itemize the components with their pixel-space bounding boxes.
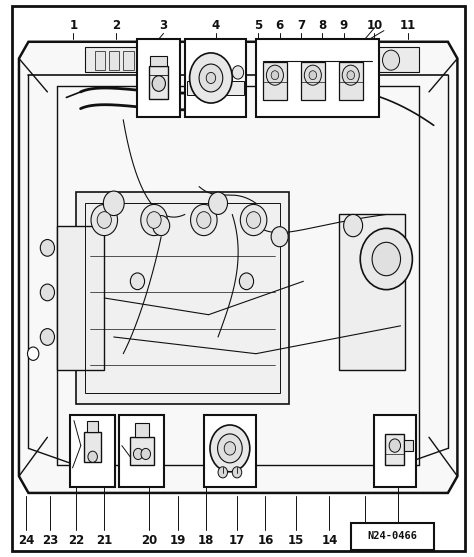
Bar: [256, 39, 379, 117]
Circle shape: [360, 228, 412, 290]
Text: 15: 15: [288, 534, 304, 547]
Bar: [185, 39, 246, 117]
Bar: [404, 440, 413, 451]
Circle shape: [240, 204, 267, 236]
Circle shape: [304, 65, 321, 85]
Circle shape: [218, 467, 228, 478]
Circle shape: [199, 64, 223, 92]
Bar: [149, 66, 168, 99]
Bar: [130, 437, 154, 465]
Circle shape: [224, 442, 236, 455]
Circle shape: [246, 212, 261, 228]
Circle shape: [197, 212, 211, 228]
Text: 3: 3: [159, 18, 168, 32]
Bar: [87, 421, 98, 432]
Circle shape: [88, 451, 98, 462]
Text: 17: 17: [229, 534, 245, 547]
Text: 7: 7: [297, 18, 305, 32]
Bar: [374, 415, 416, 487]
Bar: [351, 523, 434, 550]
Bar: [137, 39, 180, 117]
Bar: [135, 423, 149, 437]
Text: N24-0466: N24-0466: [367, 531, 417, 541]
Circle shape: [40, 240, 55, 256]
Bar: [119, 415, 164, 487]
Text: 4: 4: [211, 18, 220, 32]
Text: 23: 23: [42, 534, 58, 547]
Circle shape: [206, 72, 216, 84]
Text: 6: 6: [275, 18, 284, 32]
Bar: [84, 432, 101, 462]
Bar: [70, 415, 115, 487]
Circle shape: [133, 448, 143, 460]
Bar: [57, 226, 104, 370]
Circle shape: [383, 50, 400, 70]
Bar: [204, 415, 256, 487]
Bar: [150, 56, 167, 66]
Circle shape: [232, 66, 244, 79]
Circle shape: [271, 227, 288, 247]
Circle shape: [130, 273, 145, 290]
Circle shape: [209, 192, 228, 214]
Text: 13: 13: [357, 534, 373, 547]
Text: 22: 22: [68, 534, 84, 547]
Bar: [301, 62, 325, 100]
Bar: [123, 51, 134, 70]
Text: 20: 20: [141, 534, 157, 547]
Circle shape: [190, 53, 232, 103]
Text: 10: 10: [366, 18, 383, 32]
Text: 21: 21: [96, 534, 112, 547]
Text: 16: 16: [257, 534, 273, 547]
Bar: [263, 62, 287, 100]
Circle shape: [153, 216, 170, 236]
Circle shape: [309, 71, 317, 80]
Circle shape: [103, 191, 124, 216]
Circle shape: [232, 467, 242, 478]
Circle shape: [389, 439, 401, 452]
Circle shape: [239, 273, 254, 290]
Circle shape: [342, 65, 359, 85]
Circle shape: [218, 434, 242, 463]
Circle shape: [372, 242, 401, 276]
Circle shape: [27, 347, 39, 360]
Circle shape: [271, 71, 279, 80]
Bar: [339, 62, 363, 100]
Circle shape: [210, 425, 250, 472]
Circle shape: [97, 212, 111, 228]
Text: 12: 12: [390, 534, 406, 547]
Circle shape: [141, 204, 167, 236]
Text: 24: 24: [18, 534, 34, 547]
Text: 14: 14: [321, 534, 337, 547]
Circle shape: [40, 329, 55, 345]
Circle shape: [347, 71, 355, 80]
Polygon shape: [19, 42, 457, 493]
Circle shape: [344, 214, 363, 237]
Text: 2: 2: [112, 18, 120, 32]
Bar: [109, 51, 119, 70]
Circle shape: [141, 448, 151, 460]
Circle shape: [147, 212, 161, 228]
Bar: [95, 51, 105, 70]
Text: 1: 1: [69, 18, 78, 32]
Circle shape: [91, 204, 118, 236]
Bar: [385, 434, 404, 465]
Text: 5: 5: [254, 18, 263, 32]
Text: 19: 19: [170, 534, 186, 547]
Bar: [137, 51, 148, 70]
Bar: [372, 47, 419, 72]
Text: 8: 8: [318, 18, 327, 32]
Text: 18: 18: [198, 534, 214, 547]
Text: 9: 9: [339, 18, 348, 32]
Circle shape: [152, 76, 165, 91]
Bar: [187, 81, 244, 95]
Bar: [85, 47, 152, 72]
Bar: [76, 192, 289, 404]
Text: 11: 11: [400, 18, 416, 32]
Bar: [339, 214, 405, 370]
Circle shape: [266, 65, 283, 85]
Circle shape: [191, 204, 217, 236]
Circle shape: [40, 284, 55, 301]
Bar: [85, 203, 280, 393]
